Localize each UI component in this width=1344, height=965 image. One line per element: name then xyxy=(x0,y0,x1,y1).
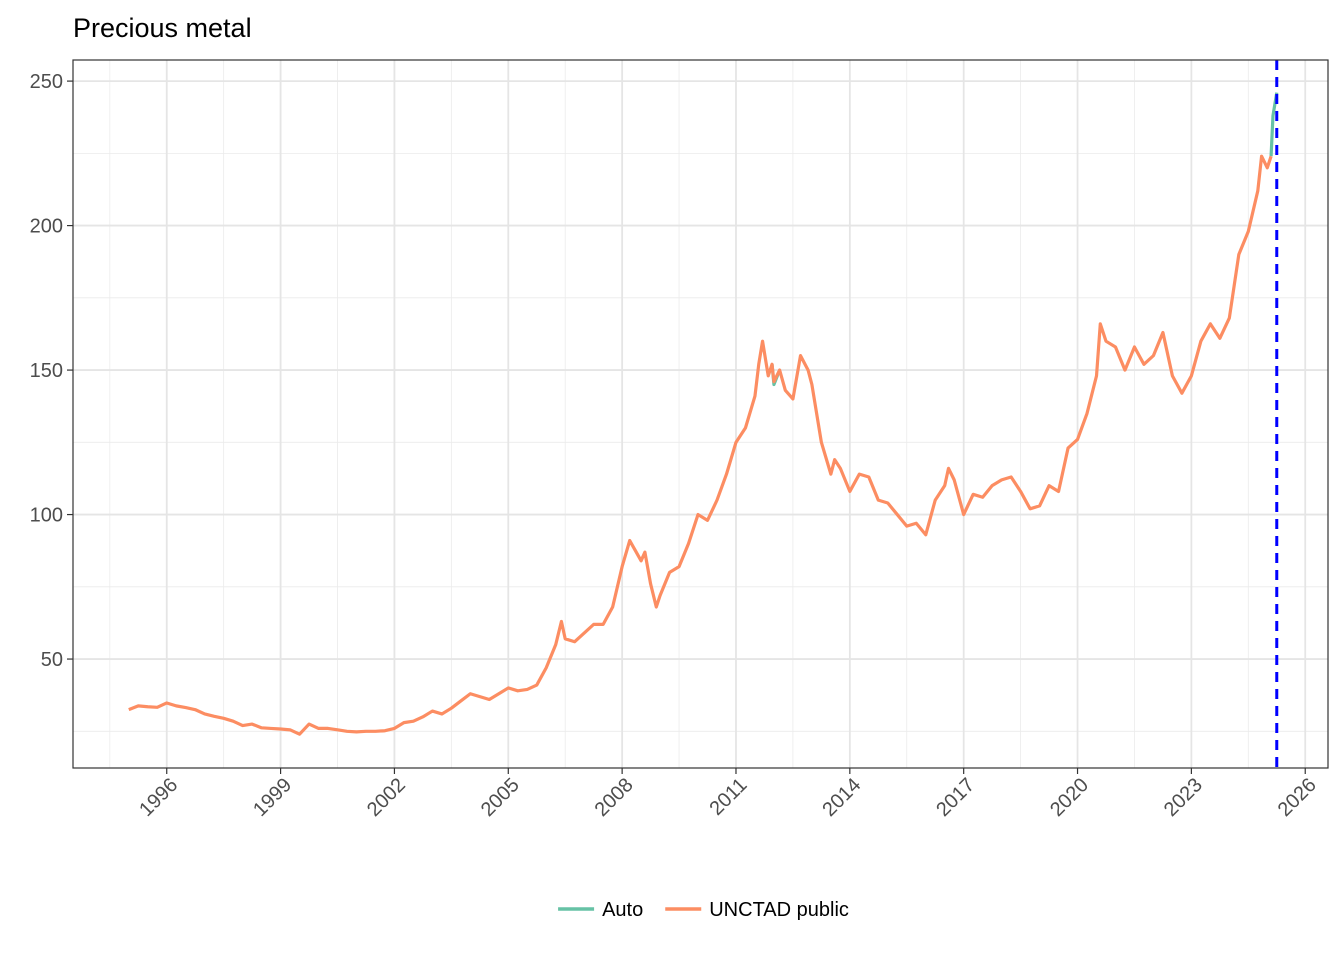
y-tick-label: 150 xyxy=(30,360,63,382)
plot-lines xyxy=(128,60,1279,768)
legend: Auto UNCTAD public xyxy=(558,899,849,921)
y-tick-label: 250 xyxy=(30,71,63,93)
series-line xyxy=(128,154,1273,736)
legend-label: UNCTAD public xyxy=(709,899,849,921)
y-tick-label: 200 xyxy=(30,216,63,238)
legend-item: UNCTAD public xyxy=(665,899,849,921)
y-tick-label: 100 xyxy=(30,505,63,527)
legend-items: Auto UNCTAD public xyxy=(558,899,849,921)
legend-label: Auto xyxy=(602,899,643,921)
y-tick-label: 50 xyxy=(41,649,63,671)
plot-border xyxy=(72,59,1329,769)
chart-title: Precious metal xyxy=(73,13,252,43)
legend-item: Auto xyxy=(558,899,643,921)
